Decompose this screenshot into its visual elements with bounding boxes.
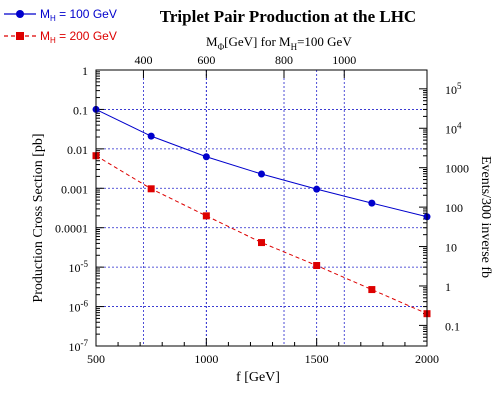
legend-entry-mh200: MH = 200 GeV	[4, 29, 117, 45]
legend-marker-square	[16, 32, 24, 40]
right-tick-label-0: 105	[445, 81, 462, 97]
right-axis-label: Events/300 inverse fb	[478, 156, 493, 278]
x-tick-label-3: 2000	[415, 352, 439, 366]
legend-label-mh200: MH = 200 GeV	[40, 29, 117, 45]
right-tick-label-6: 0.1	[445, 319, 460, 333]
legend-marker-circle	[16, 10, 24, 18]
y-tick-label-0: 1	[82, 64, 88, 78]
top-tick-label-1: 600	[197, 53, 215, 67]
y-tick-label-7: 10-7	[69, 338, 89, 354]
right-tick-label-3: 100	[445, 201, 463, 215]
y-axis-label: Production Cross Section [pb]	[31, 133, 46, 302]
grid-lines	[96, 69, 427, 347]
axis-ticks	[95, 69, 428, 347]
right-tick-label-2: 1000	[445, 162, 469, 176]
data-point-series1-2	[202, 212, 210, 220]
data-point-series0-5	[368, 199, 376, 207]
y-tick-label-4: 0.0001	[55, 222, 88, 236]
top-axis-label: MΦ[GeV] for MH=100 GeV	[206, 34, 352, 52]
right-tick-label-4: 10	[445, 241, 457, 255]
data-point-series1-5	[368, 286, 376, 294]
x-tick-label-0: 500	[87, 352, 105, 366]
top-tick-label-3: 1000	[332, 53, 356, 67]
x-axis-label: f [GeV]	[236, 370, 280, 385]
x-tick-label-1: 1000	[194, 352, 218, 366]
y-tick-label-6: 10-6	[69, 299, 89, 315]
data-point-series0-2	[202, 153, 210, 161]
y-tick-label-3: 0.001	[61, 182, 88, 196]
data-point-series1-3	[258, 239, 265, 247]
y-tick-label-5: 10-5	[69, 259, 89, 275]
data-point-series1-4	[313, 262, 321, 270]
top-tick-label-2: 800	[275, 53, 293, 67]
legend-label-mh100: MH = 100 GeV	[40, 7, 117, 23]
series-lines	[95, 108, 428, 315]
top-tick-label-0: 400	[134, 53, 152, 67]
chart-title: Triplet Pair Production at the LHC	[160, 7, 416, 26]
y-tick-label-2: 0.01	[67, 143, 88, 157]
tick-labels: 10.10.010.0010.000110-510-610-7105104100…	[55, 53, 469, 366]
data-point-series0-3	[258, 170, 265, 178]
x-tick-label-2: 1500	[305, 352, 329, 366]
legend: MH = 100 GeV MH = 200 GeV	[4, 7, 117, 45]
y-tick-label-1: 0.1	[73, 103, 88, 117]
plot-frame	[95, 69, 428, 347]
right-tick-label-5: 1	[445, 280, 451, 294]
series-line-0	[95, 108, 428, 218]
data-point-series0-4	[313, 185, 321, 193]
right-tick-label-1: 104	[445, 120, 462, 136]
legend-entry-mh100: MH = 100 GeV	[4, 7, 117, 23]
series-line-1	[95, 155, 428, 315]
data-point-series1-1	[147, 185, 155, 193]
data-point-series0-1	[147, 132, 155, 140]
